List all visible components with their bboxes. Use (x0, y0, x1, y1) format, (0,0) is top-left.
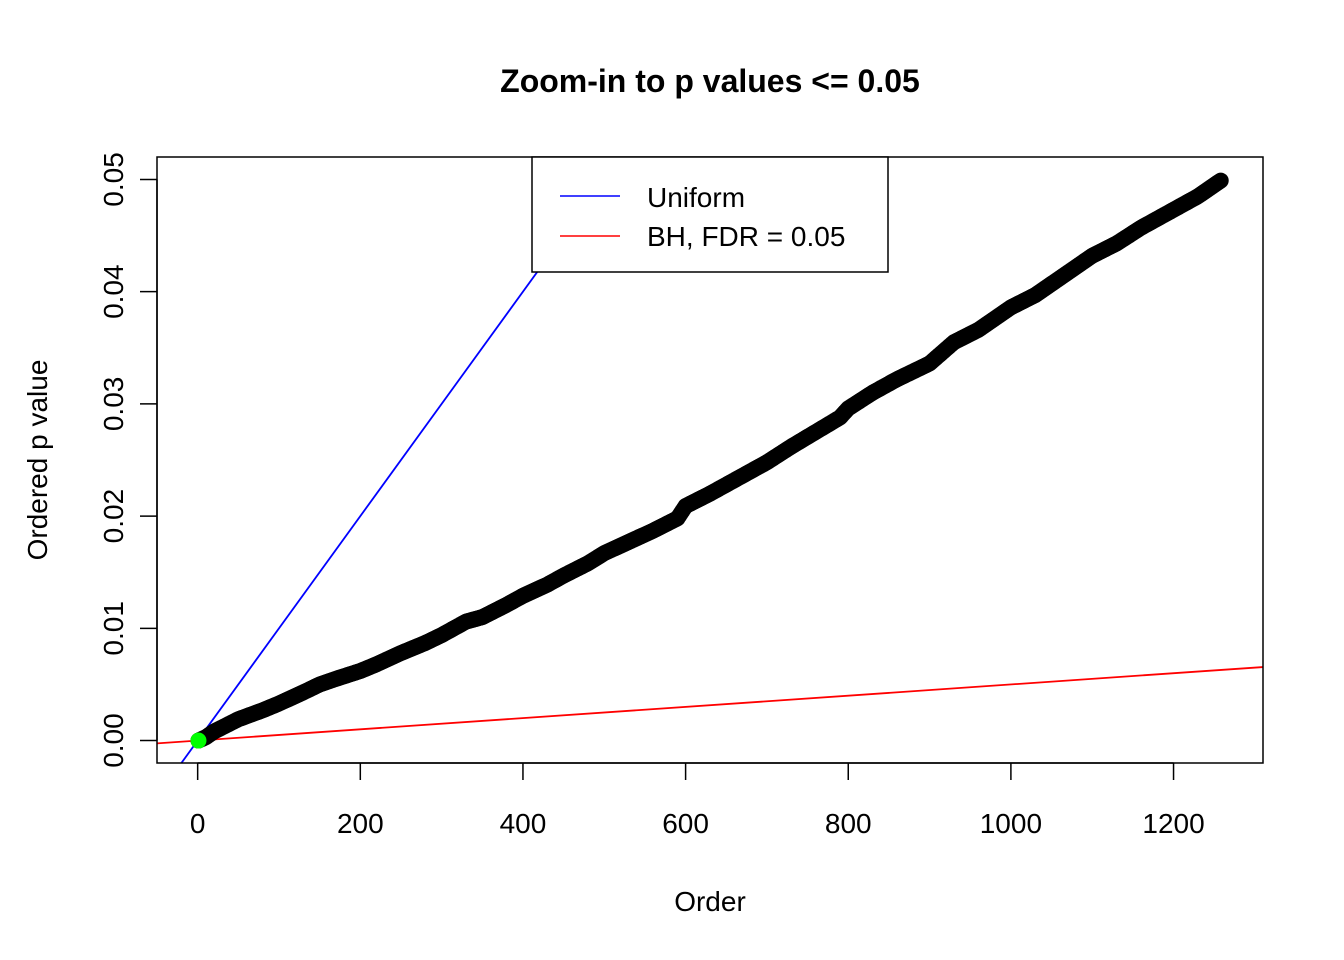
plot-area (157, 157, 1263, 763)
data-points (190, 172, 1229, 749)
y-tick-label: 0.05 (98, 152, 129, 207)
legend-box (531, 156, 889, 273)
x-axis-label: Order (674, 886, 746, 917)
x-tick-label: 1200 (1142, 808, 1204, 839)
y-tick-label: 0.03 (98, 377, 129, 432)
x-tick-label: 800 (825, 808, 872, 839)
chart-title: Zoom-in to p values <= 0.05 (500, 63, 920, 99)
axes: 0 200 400 600 800 1000 1200 0.00 0.01 0.02 0.03 0.0… (98, 152, 1205, 839)
y-tick-label: 0.00 (98, 713, 129, 768)
legend-label-bh: BH, FDR = 0.05 (647, 221, 845, 252)
data-point (1212, 172, 1229, 189)
y-axis-label: Ordered p value (22, 360, 53, 561)
reference-line-uniform (180, 157, 622, 763)
legend: Uniform BH, FDR = 0.05 (531, 156, 889, 273)
highlight-point (190, 732, 207, 749)
x-tick-label: 600 (662, 808, 709, 839)
y-tick-label: 0.01 (98, 601, 129, 656)
y-tick-label: 0.04 (98, 264, 129, 319)
reference-line-bh-fdr-0-05 (157, 666, 1263, 745)
y-tick-label: 0.02 (98, 489, 129, 544)
x-tick-label: 1000 (980, 808, 1042, 839)
x-tick-label: 200 (337, 808, 384, 839)
reference-lines (157, 157, 1263, 763)
legend-label-uniform: Uniform (647, 182, 745, 213)
x-tick-label: 400 (500, 808, 547, 839)
x-tick-label: 0 (190, 808, 206, 839)
